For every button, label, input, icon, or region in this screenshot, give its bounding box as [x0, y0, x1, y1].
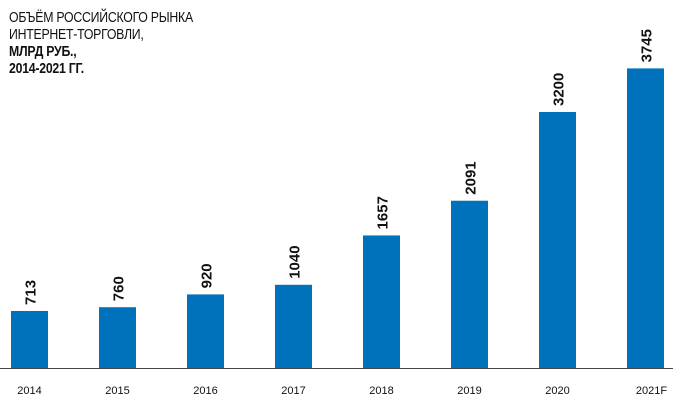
bar-2019	[451, 200, 488, 368]
bar-2014	[11, 310, 48, 368]
chart-title: ОБЪЁМ РОССИЙСКОГО РЫНКА ИНТЕРНЕТ-ТОРГОВЛ…	[9, 9, 193, 77]
bar-2017	[275, 284, 312, 368]
title-line-3: МЛРД РУБ.,	[9, 43, 77, 60]
tick-label-2015: 2015	[105, 385, 129, 397]
value-label-2018: 1657	[375, 196, 392, 229]
title-line-2: ИНТЕРНЕТ-ТОРГОВЛИ,	[9, 26, 144, 43]
value-label-2014: 713	[23, 280, 40, 305]
title-line-1: ОБЪЁМ РОССИЙСКОГО РЫНКА	[9, 9, 193, 26]
tick-label-2016: 2016	[193, 385, 217, 397]
x-axis: 2014 2015 2016 2017 2018 2019 2020 2021F	[0, 368, 673, 397]
value-label-2020: 3200	[551, 73, 568, 106]
tick-label-2018: 2018	[369, 385, 393, 397]
value-label-2021F: 3745	[639, 29, 656, 62]
tick-label-2019: 2019	[457, 385, 481, 397]
tick-label-2017: 2017	[281, 385, 305, 397]
tick-label-2020: 2020	[545, 385, 569, 397]
bar-2021F	[627, 68, 664, 369]
value-labels-layer: 713 760 920 1040 1657 2091 3200 3745	[23, 29, 656, 305]
bar-2020	[539, 112, 576, 368]
bars-layer	[11, 68, 664, 369]
value-label-2019: 2091	[463, 161, 480, 194]
value-label-2017: 1040	[287, 245, 304, 278]
tick-label-2021F: 2021F	[636, 385, 667, 397]
tick-label-2014: 2014	[17, 385, 41, 397]
title-line-4: 2014-2021 ГГ.	[9, 60, 84, 77]
bar-2018	[363, 235, 400, 368]
value-label-2015: 760	[111, 276, 128, 301]
bar-2015	[99, 307, 136, 368]
value-label-2016: 920	[199, 263, 216, 288]
bar-2016	[187, 294, 224, 368]
